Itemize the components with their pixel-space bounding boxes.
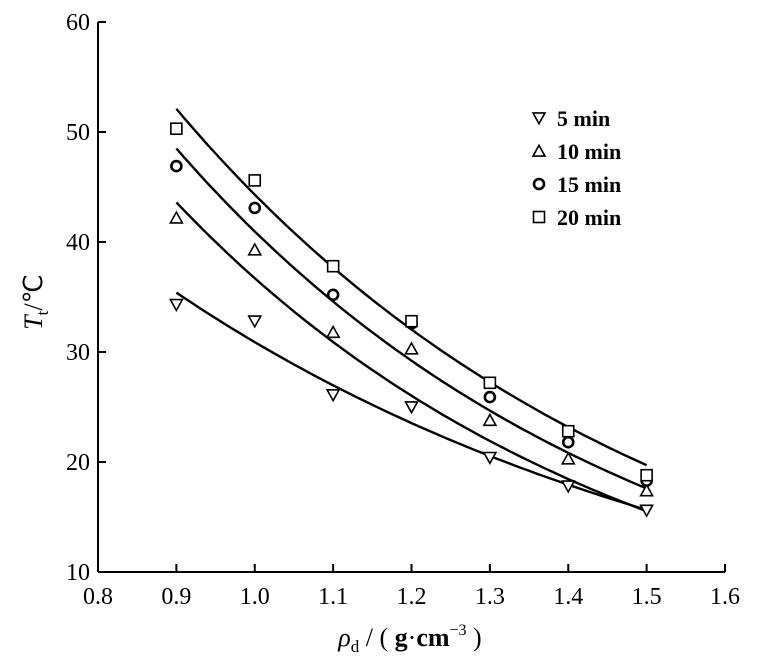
data-point-series-0 (169, 298, 184, 313)
x-tick-label: 0.8 (83, 584, 113, 610)
x-tick-label: 1.2 (397, 584, 427, 610)
legend-marker-1 (531, 143, 547, 157)
data-point-series-0 (404, 401, 419, 415)
y-tick-label: 20 (66, 450, 90, 476)
data-point-series-1 (169, 210, 184, 224)
legend-label-1: 10 min (557, 139, 621, 164)
data-point-series-3 (170, 122, 183, 135)
x-axis-label: ρd / ( g·cm−3 ) (337, 622, 481, 656)
legend: 5 min 10 min 15 min 20 min (531, 106, 621, 230)
y-tick-label: 30 (66, 340, 90, 366)
data-point-series-2 (483, 390, 497, 404)
data-point-series-2 (326, 288, 340, 302)
data-point-series-0 (560, 480, 576, 494)
data-point-series-1 (560, 451, 576, 465)
x-tick-label: 1.5 (632, 584, 662, 610)
data-point-series-0 (325, 388, 341, 403)
fit-lines (175, 108, 648, 513)
legend-marker-3 (532, 210, 546, 224)
data-point-series-0 (247, 315, 263, 329)
data-point-series-3 (248, 174, 262, 187)
data-point-series-1 (639, 483, 654, 497)
fit-line-series-1 (175, 201, 648, 513)
data-markers (169, 122, 654, 518)
data-point-series-1 (325, 324, 341, 339)
x-tick-label: 1.0 (240, 584, 270, 610)
y-tick-label: 10 (66, 560, 90, 586)
data-point-series-3 (405, 314, 418, 328)
legend-marker-0 (531, 112, 547, 126)
data-point-series-1 (247, 242, 263, 256)
legend-label-2: 15 min (557, 172, 621, 197)
x-tick-label: 0.9 (161, 584, 191, 610)
legend-label-0: 5 min (557, 106, 610, 131)
data-point-series-3 (640, 468, 653, 482)
ticks: 0.8 0.9 1.0 1.1 1.2 1.3 1.4 1.5 1.6 10 20 30 40 50 60 (66, 10, 740, 610)
data-point-series-2 (561, 435, 575, 449)
data-point-series-3 (561, 424, 575, 438)
y-tick-label: 40 (66, 230, 90, 256)
data-point-series-3 (483, 376, 497, 390)
data-point-series-0 (482, 451, 498, 465)
x-tick-label: 1.6 (710, 584, 740, 610)
data-point-series-1 (404, 341, 419, 355)
data-point-series-0 (639, 504, 654, 518)
x-tick-label: 1.1 (318, 584, 348, 610)
data-point-series-1 (482, 412, 498, 427)
y-tick-label: 50 (66, 120, 90, 146)
data-point-series-3 (326, 259, 340, 273)
legend-marker-2 (532, 177, 546, 191)
y-axis-label: Tt/℃ (19, 274, 52, 330)
x-tick-label: 1.4 (553, 584, 583, 610)
data-point-series-2 (170, 159, 183, 173)
x-tick-label: 1.3 (475, 584, 505, 610)
data-point-series-2 (248, 201, 262, 215)
axes (97, 22, 725, 573)
legend-label-3: 20 min (557, 205, 621, 230)
y-tick-label: 60 (66, 10, 90, 36)
